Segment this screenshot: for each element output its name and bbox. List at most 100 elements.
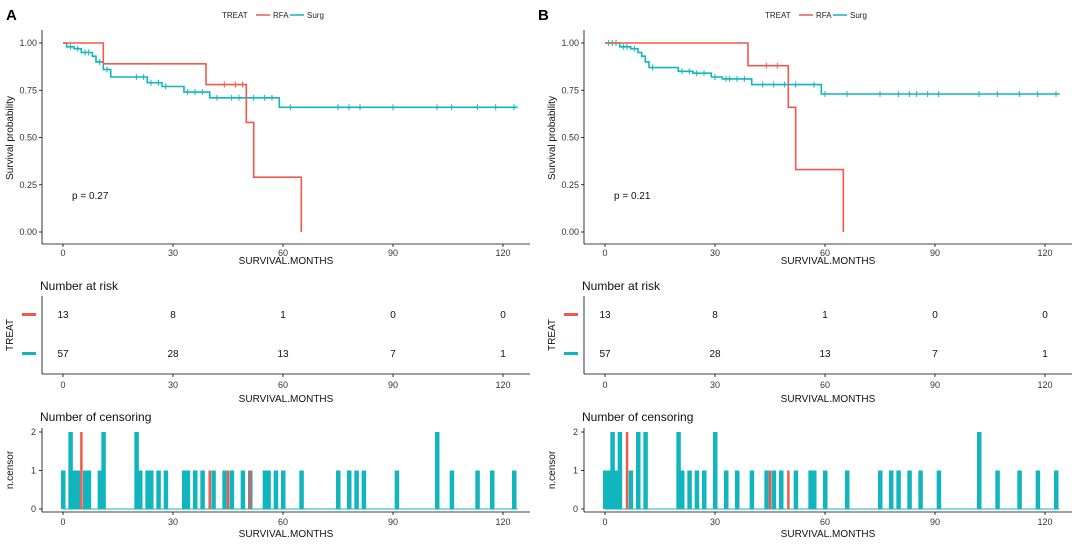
censor-x-ticks: 0 30 60 90 120 (60, 512, 511, 527)
censor-bar-surg (200, 470, 205, 509)
risk-x-label: SURVIVAL.MONTHS (781, 394, 876, 405)
censor-bar-surg (262, 470, 268, 509)
km-x-label: SURVIVAL.MONTHS (781, 256, 876, 267)
censor-mark-surg (631, 45, 637, 52)
censor-mark-surg (269, 94, 275, 101)
km-x-tick-label: 120 (495, 248, 510, 258)
censor-bar-surg (97, 470, 103, 509)
km-y-tick-label: 0.75 (19, 85, 37, 95)
censor-mark-surg (434, 104, 440, 111)
risk-cells: 13 8 1 0 0 57 28 13 7 1 (57, 310, 506, 360)
legend: TREAT RFA Surg (222, 11, 324, 20)
censor-bar-surg (878, 470, 883, 509)
km-y-tick-label: 0.00 (561, 227, 579, 237)
censor-bar-surg (281, 470, 286, 509)
censor-x-tick-label: 60 (820, 517, 830, 527)
censor-mark-rfa (232, 81, 238, 88)
panel-b: B TREAT RFA Surg Survival probability SU… (538, 7, 1072, 540)
risk-cell-surg: 13 (819, 349, 831, 360)
censor-mark-surg (97, 58, 103, 65)
censor-title: Number of censoring (582, 410, 693, 424)
censor-x-label: SURVIVAL.MONTHS (239, 529, 334, 540)
km-x-tick-label: 0 (60, 248, 65, 258)
censor-mark-surg (104, 66, 110, 73)
censor-x-tick-label: 120 (495, 517, 510, 527)
risk-x-tick-label: 120 (495, 380, 510, 390)
censor-bar-surg (145, 470, 150, 509)
censor-bar-rfa (787, 470, 790, 509)
censor-bar-surg (793, 470, 799, 509)
risk-cell-rfa: 0 (500, 310, 506, 321)
censor-bar-surg (694, 470, 700, 509)
censor-mark-surg (1016, 91, 1022, 98)
censor-bar-surg (222, 470, 227, 509)
censor-bar-surg (273, 470, 279, 509)
censor-mark-surg (449, 104, 455, 111)
censor-bar-surg (86, 470, 92, 509)
legend-title: TREAT (765, 11, 791, 20)
km-y-label: Survival probability (5, 96, 16, 180)
censor-bar-surg (995, 470, 1000, 509)
km-x-ticks: 0 30 60 90 120 (602, 244, 1053, 258)
censor-mark-surg (811, 81, 817, 88)
censor-mark-surg (650, 64, 656, 71)
censor-bar-surg (229, 470, 235, 509)
censor-mark-surg (75, 45, 81, 52)
risk-y-label: TREAT (547, 319, 558, 351)
censor-y-ticks: 0 1 2 (573, 427, 584, 514)
risk-x-tick-label: 30 (710, 380, 720, 390)
risk-x-tick-label: 60 (278, 380, 288, 390)
censor-mark-surg (936, 91, 942, 98)
censor-bar-surg (182, 470, 187, 509)
censor-mark-surg (214, 94, 220, 101)
censor-bar-surg (185, 470, 191, 509)
censor-bar-surg (724, 470, 729, 509)
km-x-tick-label: 90 (388, 248, 398, 258)
km-y-tick-label: 0.50 (19, 133, 37, 143)
risk-cell-rfa: 0 (390, 310, 396, 321)
risk-cell-surg: 28 (709, 349, 721, 360)
censor-mark-surg (925, 91, 931, 98)
km-y-tick-label: 0.25 (19, 180, 37, 190)
km-x-tick-label: 60 (278, 248, 288, 258)
censor-bar-surg (977, 432, 982, 509)
censor-mark-surg (994, 91, 1000, 98)
km-x-tick-label: 30 (168, 248, 178, 258)
censor-bar-rfa (248, 470, 252, 509)
censor-mark-surg (741, 75, 747, 82)
censor-bar-surg (156, 470, 161, 509)
censor-bar-surg (845, 470, 850, 509)
censor-bar-surg (72, 470, 77, 509)
km-y-tick-label: 1.00 (19, 38, 37, 48)
censor-bar-surg (936, 470, 942, 509)
risk-cell-rfa: 8 (712, 310, 718, 321)
censor-bar-surg (83, 470, 88, 509)
p-value: p = 0.27 (72, 191, 109, 202)
risk-cells: 13 8 1 0 0 57 28 13 7 1 (599, 310, 1048, 360)
risk-cell-surg: 28 (167, 349, 179, 360)
censor-mark-surg (474, 104, 480, 111)
censor-mark-surg (694, 70, 700, 77)
risk-x-ticks: 0 30 60 90 120 (602, 374, 1053, 390)
legend-rfa-label: RFA (273, 11, 289, 20)
censor-bar-surg (299, 470, 304, 509)
censor-bar-surg (610, 432, 615, 509)
censor-mark-surg (914, 91, 920, 98)
risk-cell-surg: 7 (932, 349, 938, 360)
censor-mark-surg (493, 104, 499, 111)
km-curve-rfa (63, 42, 303, 232)
risk-cell-surg: 57 (599, 349, 611, 360)
legend-rfa-label: RFA (816, 11, 832, 20)
censor-bar-surg (676, 432, 681, 509)
censor-mark-surg (906, 91, 912, 98)
censor-bar-surg (687, 470, 692, 509)
censor-mark-surg (1053, 91, 1059, 98)
p-value: p = 0.21 (614, 191, 651, 202)
censor-mark-surg (822, 91, 828, 98)
legend-title: TREAT (222, 11, 248, 20)
censor-mark-surg (229, 94, 235, 101)
censor-mark-surg (712, 74, 718, 81)
risk-table-title: Number at risk (582, 279, 661, 293)
censor-bar-surg (240, 470, 246, 509)
